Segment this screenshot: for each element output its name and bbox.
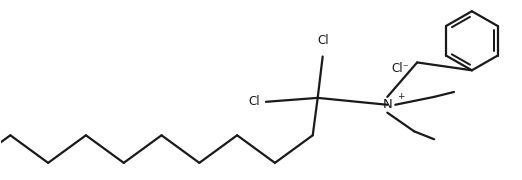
Text: Cl⁻: Cl⁻ xyxy=(392,62,409,75)
Text: N: N xyxy=(383,98,392,111)
Text: Cl: Cl xyxy=(318,34,329,47)
Text: Cl: Cl xyxy=(248,95,260,108)
Text: +: + xyxy=(397,92,405,101)
